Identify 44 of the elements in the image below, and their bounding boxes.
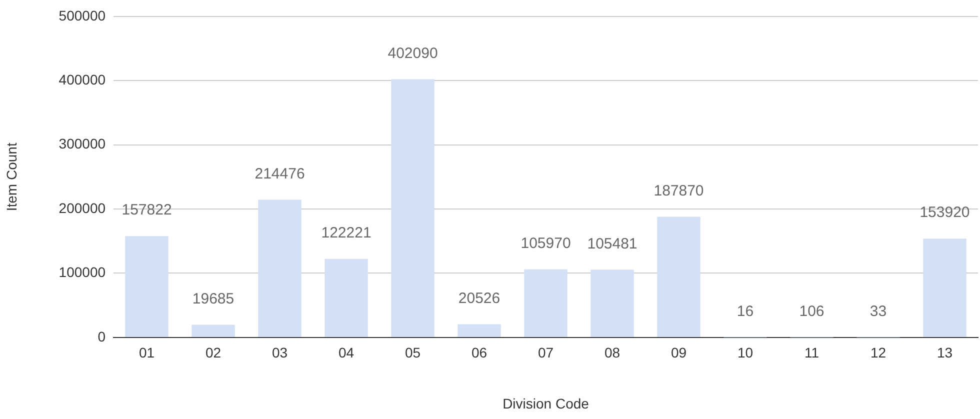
x-axis-title: Division Code	[502, 395, 590, 412]
data-label: 153920	[920, 204, 970, 222]
bar	[923, 238, 966, 337]
x-tick-label: 08	[604, 344, 620, 361]
x-tick-label: 13	[936, 344, 953, 361]
x-tick-label: 05	[404, 344, 421, 361]
x-tick-label: 04	[338, 344, 354, 361]
data-label: 105970	[520, 235, 571, 252]
data-label: 214476	[254, 165, 305, 182]
y-tick-label: 300000	[58, 136, 106, 152]
x-tick-label: 02	[205, 344, 222, 361]
data-label: 402090	[388, 44, 438, 62]
data-label: 105481	[587, 235, 638, 252]
y-axis-title: Item Count	[3, 142, 20, 212]
x-tick-label: 07	[538, 344, 554, 361]
bar	[324, 258, 368, 337]
x-tick-label: 03	[272, 344, 288, 361]
bar	[192, 324, 235, 337]
y-tick-label: 400000	[58, 71, 106, 88]
bar	[524, 269, 568, 337]
x-tick-label: 09	[670, 344, 687, 361]
data-label: 187870	[654, 182, 704, 200]
y-tick-label: 100000	[58, 264, 106, 280]
data-label: 157822	[122, 202, 172, 219]
bar	[258, 200, 302, 337]
data-label: 122221	[321, 224, 372, 242]
data-label: 20526	[458, 290, 500, 307]
data-label: 106	[799, 302, 824, 320]
data-label: 33	[870, 303, 887, 320]
bar	[125, 236, 168, 337]
data-label: 19685	[192, 290, 234, 308]
y-tick-label: 200000	[58, 200, 106, 216]
x-tick-label: 10	[737, 344, 754, 361]
y-tick-label: 0	[98, 328, 106, 344]
data-label: 16	[736, 303, 754, 320]
bar	[391, 79, 434, 337]
x-tick-label: 06	[471, 344, 488, 361]
x-tick-label: 12	[870, 344, 886, 361]
y-tick-label: 500000	[58, 7, 106, 24]
x-tick-label: 01	[138, 344, 155, 361]
bar	[590, 270, 634, 337]
x-tick-label: 11	[804, 344, 820, 361]
bar	[458, 324, 501, 337]
bar	[657, 216, 700, 337]
